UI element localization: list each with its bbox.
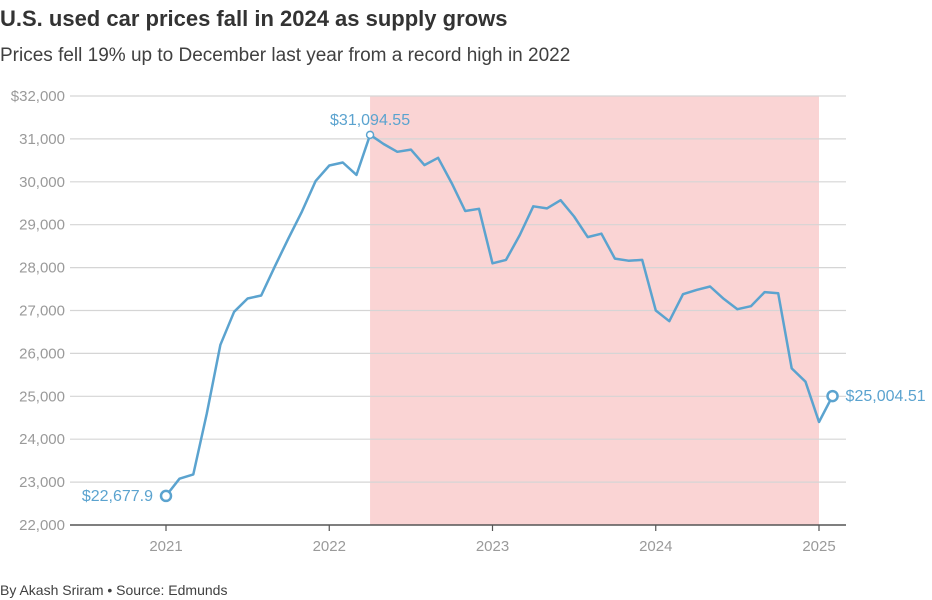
x-tick-label: 2022 [313, 538, 346, 555]
annotation-layer: $22,677.9 $31,094.55 $25,004.51 [82, 112, 926, 505]
data-point-marker [159, 489, 173, 503]
source-credit: By Akash Sriram • Source: Edmunds [0, 582, 228, 598]
y-tick-label: 28,000 [19, 260, 65, 277]
y-tick-label: 31,000 [19, 131, 65, 148]
y-tick-label: 22,000 [19, 517, 65, 534]
x-tick-label: 2025 [802, 538, 835, 555]
y-tick-label: 24,000 [19, 431, 65, 448]
chart-title: U.S. used car prices fall in 2024 as sup… [0, 6, 508, 31]
y-tick-label: 29,000 [19, 217, 65, 234]
line-chart: $32,000 31,000 30,000 29,000 28,000 27,000 26,… [11, 88, 926, 555]
y-axis-ticks: $32,000 31,000 30,000 29,000 28,000 27,000 26,… [11, 88, 65, 534]
y-tick-label: $32,000 [11, 88, 65, 105]
y-tick-label: 27,000 [19, 303, 65, 320]
gridlines [70, 95, 846, 483]
y-tick-label: 30,000 [19, 174, 65, 191]
data-label: $25,004.51 [846, 388, 926, 405]
x-tick-label: 2024 [639, 538, 672, 555]
y-tick-label: 23,000 [19, 474, 65, 491]
x-axis: 2021 2022 2023 2024 2025 [70, 524, 846, 555]
chart-subtitle: Prices fell 19% up to December last year… [0, 45, 571, 66]
data-label: $22,677.9 [82, 488, 153, 505]
series-layer [164, 133, 834, 498]
y-tick-label: 26,000 [19, 345, 65, 362]
y-tick-label: 25,000 [19, 388, 65, 405]
data-point-marker [365, 130, 375, 140]
x-tick-label: 2023 [476, 538, 509, 555]
series-line [164, 133, 834, 498]
x-tick-label: 2021 [149, 538, 182, 555]
data-point-marker [826, 389, 839, 403]
data-label: $31,094.55 [330, 112, 410, 129]
